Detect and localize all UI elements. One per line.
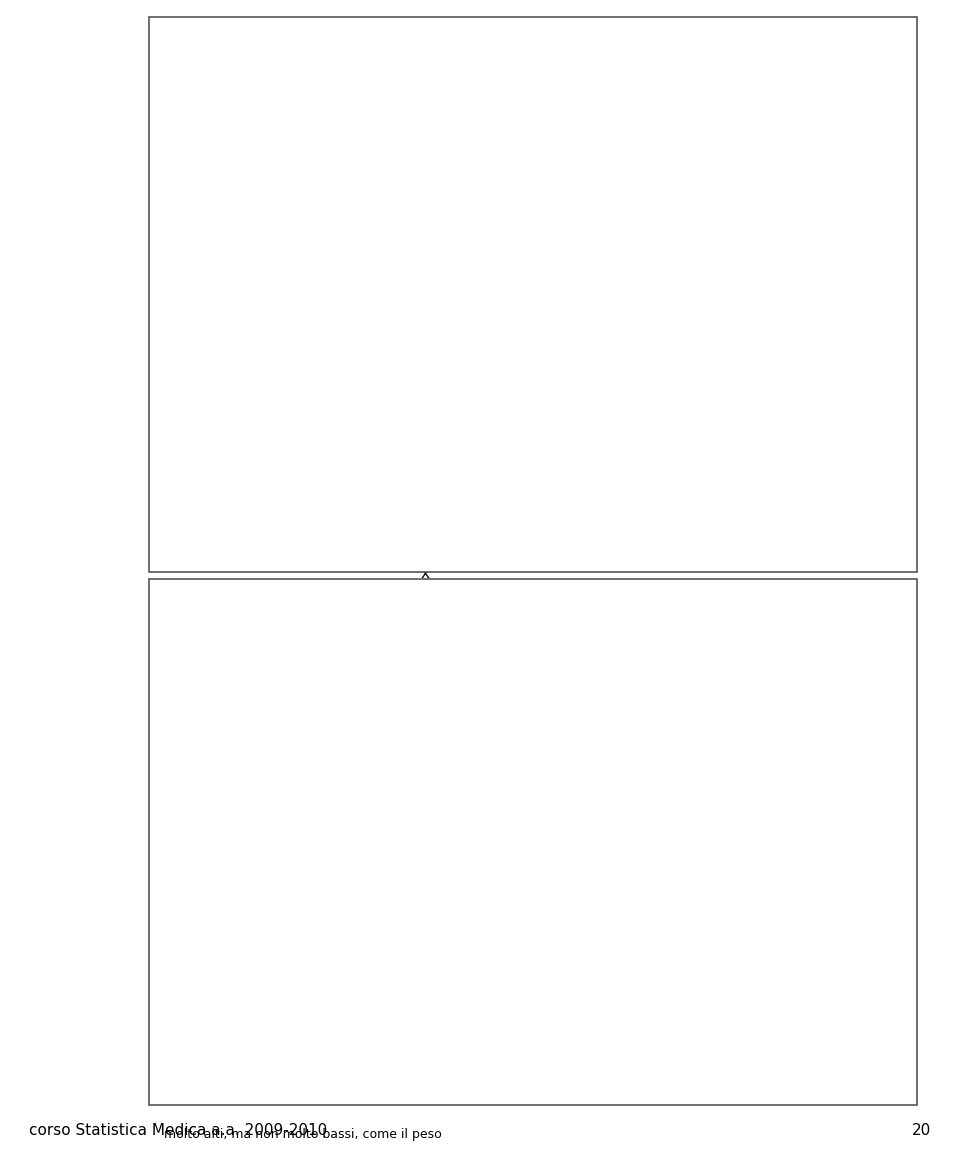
Text: La forma “a campana” è tipica di fenomeni
che possano essere ricondotti agli eff: La forma “a campana” è tipica di fenomen… <box>164 845 435 887</box>
Text: e: e <box>363 120 381 135</box>
Text: a valori positivi che possono assumere valori: a valori positivi che possono assumere v… <box>164 1090 445 1103</box>
Text: La distribuzione: La distribuzione <box>164 1013 268 1026</box>
Bar <box>776 971 809 988</box>
Bar <box>255 976 288 996</box>
Text: di molti fenomeni biologici, ad es. per i caratteri: di molti fenomeni biologici, ad es. per … <box>164 1051 467 1065</box>
Text: σ=1.5: σ=1.5 <box>522 360 569 375</box>
Bar <box>693 769 726 790</box>
Text: densità concentrata in due masse.: densità concentrata in due masse. <box>548 883 765 895</box>
Bar <box>332 899 365 996</box>
Text: : la massa di densità si dispone in parti “uguali” rispetto: : la massa di densità si dispone in part… <box>270 640 646 653</box>
Bar <box>413 764 439 799</box>
Text: SIMMETRICHE: SIMMETRICHE <box>224 640 327 653</box>
Bar <box>409 956 442 996</box>
Bar <box>262 787 287 799</box>
Text: μ=50: μ=50 <box>261 330 302 345</box>
Text: μ=55: μ=55 <box>522 330 564 345</box>
Bar <box>655 764 687 790</box>
Text: σ=3: σ=3 <box>261 473 294 488</box>
Bar <box>617 958 651 988</box>
Bar <box>578 971 612 988</box>
Text: , cioè con la: , cioè con la <box>636 845 712 857</box>
Text: BIMODALE: BIMODALE <box>605 845 678 857</box>
Bar <box>658 937 691 988</box>
Text: μ=50: μ=50 <box>261 443 302 458</box>
Bar <box>732 757 764 790</box>
Text: Spesso è indice fenomeno che è: Spesso è indice fenomeno che è <box>548 960 752 973</box>
Bar <box>736 958 770 988</box>
Text: Varie forme della distribuzione: Varie forme della distribuzione <box>321 597 745 625</box>
Text: rispettivamente dove si posiziona la curva rispetto all’asse x e quanto è ampia : rispettivamente dove si posiziona la cur… <box>172 159 769 175</box>
Text: 20: 20 <box>912 1122 931 1138</box>
Text: Distribuzione: Distribuzione <box>548 845 635 857</box>
Bar <box>697 907 731 988</box>
Bar <box>444 787 469 799</box>
Text: molto alti, ma non molto bassi, come il peso: molto alti, ma non molto bassi, come il … <box>164 1128 442 1141</box>
Text: , che determinano: , che determinano <box>377 120 511 135</box>
Bar <box>770 716 803 790</box>
Text: σ: σ <box>373 120 385 135</box>
Bar <box>294 908 326 996</box>
Text: diverso in due sotto-popolazioni, es:: diverso in due sotto-popolazioni, es: <box>548 998 775 1012</box>
Text: La formula che descrive la curva contiene 2 parametri: La formula che descrive la curva contien… <box>172 120 575 135</box>
Bar <box>578 716 611 790</box>
Text: ASIMMETRICA a destra: ASIMMETRICA a destra <box>232 1013 393 1026</box>
Text: è tipica: è tipica <box>313 1013 363 1026</box>
Text: La curva Normale (ii): La curva Normale (ii) <box>380 39 685 68</box>
Text: Un modello per la variabilità biologica / per gli “errori”: Un modello per la variabilità biologica … <box>324 81 741 97</box>
Bar <box>371 937 403 996</box>
Y-axis label: y: y <box>185 374 195 389</box>
Bar <box>808 684 841 790</box>
Text: altezza delle Femmine e dei Maschi: altezza delle Femmine e dei Maschi <box>548 1037 771 1050</box>
Text: Nella distribuzione Asimmetrica a
sinistra, rispetto a un ipotetico asse di
simm: Nella distribuzione Asimmetrica a sinist… <box>548 1013 788 1070</box>
Text: σ=1.5: σ=1.5 <box>261 360 308 375</box>
Bar <box>486 986 518 996</box>
Bar <box>292 764 318 799</box>
Text: campana: campana <box>172 192 240 207</box>
Text: μ: μ <box>360 120 371 135</box>
Text: ad un immaginario asse (“di simmetria”): ad un immaginario asse (“di simmetria”) <box>164 679 437 692</box>
Bar <box>616 747 649 790</box>
Bar <box>447 973 480 996</box>
Bar <box>383 731 409 799</box>
Bar <box>352 685 378 799</box>
Bar <box>323 731 348 799</box>
X-axis label: x: x <box>420 566 430 581</box>
Text: Distribuzioni: Distribuzioni <box>164 640 252 653</box>
Text: $y = \dfrac{1}{\sqrt{2\pi}\sigma}\,\mathrm{exp}\!\left\{\dfrac{(x-\mu)^2}{\sigma: $y = \dfrac{1}{\sqrt{2\pi}\sigma}\,\math… <box>653 285 853 333</box>
Text: corso Statistica Medica a.a. 2009-2010: corso Statistica Medica a.a. 2009-2010 <box>29 1122 327 1138</box>
